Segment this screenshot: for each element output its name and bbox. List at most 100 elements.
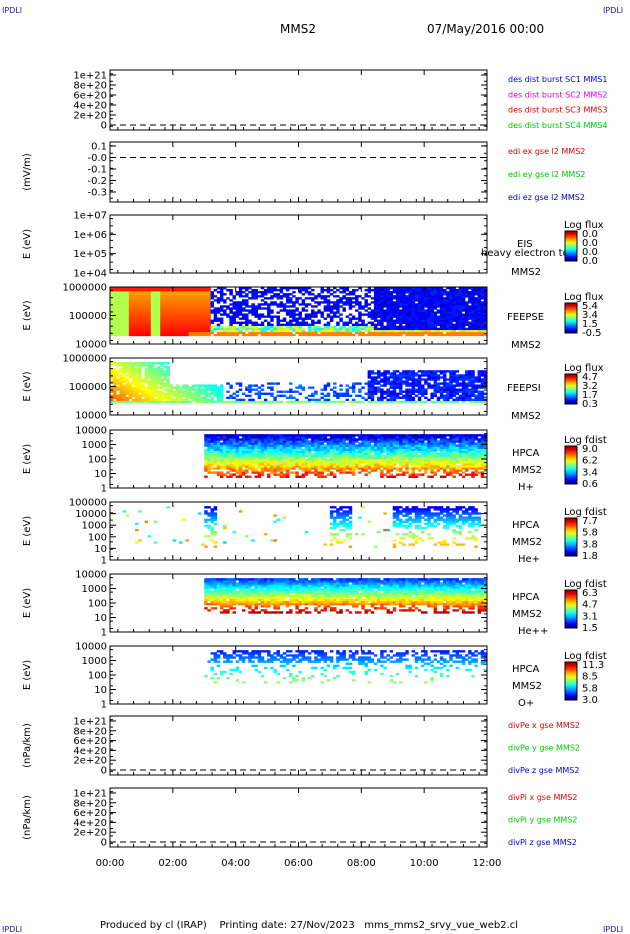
- spectrogram-cell: [471, 378, 475, 381]
- spectrogram-cell: [207, 287, 211, 290]
- spectrogram-cell: [163, 331, 167, 335]
- spectrogram-cell: [122, 400, 127, 404]
- spectrogram-cell: [150, 372, 155, 375]
- spectrogram-cell: [223, 446, 227, 449]
- spectrogram-cell: [213, 299, 218, 302]
- spectrogram-cell: [402, 374, 406, 377]
- spectrogram-cell: [150, 394, 155, 397]
- spectrogram-cell: [461, 380, 466, 383]
- spectrogram-cell: [380, 396, 384, 400]
- spectrogram-cell: [245, 325, 249, 329]
- spectrogram-cell: [399, 372, 403, 375]
- spectrogram-cell: [185, 321, 189, 324]
- spectrogram-cell: [358, 325, 362, 329]
- spectrogram-cell: [449, 311, 453, 314]
- spectrogram-cell: [417, 291, 422, 294]
- spectrogram-cell: [232, 319, 236, 322]
- spectrogram-cell: [185, 311, 189, 314]
- spectrogram-cell: [414, 463, 419, 466]
- spectrogram-cell: [179, 287, 183, 290]
- spectrogram-cell: [113, 333, 117, 337]
- spectrogram-cell: [267, 442, 271, 445]
- spectrogram-cell: [169, 390, 174, 393]
- spectrogram-cell: [474, 291, 478, 294]
- spectrogram-cell: [194, 317, 199, 320]
- spectrogram-cell: [421, 321, 425, 324]
- spectrogram-cell: [238, 321, 243, 324]
- spectrogram-cell: [465, 398, 469, 402]
- spectrogram-cell: [307, 448, 312, 452]
- spectrogram-cell: [411, 378, 416, 381]
- spectrogram-cell: [386, 325, 390, 329]
- spectrogram-cell: [270, 440, 274, 443]
- spectrogram-cell: [402, 448, 406, 452]
- spectrogram-cell: [113, 388, 117, 391]
- spectrogram-cell: [163, 366, 167, 369]
- spectrogram-cell: [455, 392, 460, 395]
- spectrogram-cell: [389, 442, 394, 445]
- spectrogram-cell: [232, 467, 236, 470]
- spectrogram-cell: [411, 382, 416, 385]
- spectrogram-cell: [163, 291, 167, 294]
- spectrogram-cell: [480, 327, 485, 331]
- spectrogram-cell: [411, 319, 416, 322]
- spectrogram-cell: [414, 388, 419, 391]
- spectrogram-cell: [452, 386, 456, 389]
- spectrogram-cell: [380, 303, 384, 306]
- spectrogram-cell: [348, 303, 353, 306]
- spectrogram-cell: [131, 398, 136, 402]
- spectrogram-cell: [386, 471, 390, 474]
- spectrogram-cell: [232, 454, 236, 458]
- spectrogram-cell: [377, 307, 381, 310]
- spectrogram-cell: [439, 396, 444, 400]
- spectrogram-cell: [446, 325, 450, 329]
- spectrogram-cell: [449, 289, 453, 292]
- spectrogram-cell: [141, 289, 145, 292]
- spectrogram-cell: [333, 452, 337, 456]
- spectrogram-cell: [471, 307, 475, 310]
- spectrogram-cell: [348, 434, 353, 437]
- spectrogram-cell: [125, 305, 130, 308]
- spectrogram-cell: [125, 400, 130, 404]
- spectrogram-cell: [386, 301, 390, 304]
- spectrogram-cell: [210, 452, 214, 456]
- spectrogram-cell: [370, 398, 375, 402]
- spectrogram-cell: [113, 293, 117, 296]
- spectrogram-cell: [216, 438, 221, 441]
- spectrogram-cell: [125, 364, 130, 367]
- spectrogram-cell: [405, 374, 409, 377]
- spectrogram-cell: [122, 311, 127, 314]
- spectrogram-cell: [320, 291, 324, 294]
- spectrogram-cell: [157, 380, 161, 383]
- spectrogram-cell: [116, 313, 120, 316]
- spectrogram-cell: [348, 438, 353, 441]
- spectrogram-cell: [160, 325, 164, 329]
- spectrogram-cell: [179, 305, 183, 308]
- spectrogram-cell: [172, 400, 177, 404]
- spectrogram-cell: [301, 386, 306, 389]
- spectrogram-cell: [304, 321, 309, 324]
- spectrogram-cell: [461, 325, 466, 329]
- spectrogram-cell: [263, 436, 268, 439]
- spectrogram-cell: [116, 297, 120, 300]
- spectrogram-cell: [185, 303, 189, 306]
- spectrogram-cell: [254, 323, 258, 326]
- spectrogram-cell: [320, 329, 324, 333]
- spectrogram-cell: [298, 434, 302, 437]
- spectrogram-cell: [260, 303, 265, 306]
- spectrogram-cell: [191, 293, 196, 296]
- spectrogram-cell: [307, 315, 312, 318]
- spectrogram-cell: [389, 467, 394, 470]
- spectrogram-cell: [443, 400, 447, 404]
- spectrogram-cell: [348, 463, 353, 466]
- spectrogram-cell: [232, 465, 236, 468]
- spectrogram-cell: [160, 400, 164, 404]
- spectrogram-cell: [150, 400, 155, 404]
- spectrogram-cell: [361, 465, 365, 468]
- spectrogram-cell: [411, 331, 416, 335]
- spectrogram-cell: [194, 301, 199, 304]
- spectrogram-cell: [436, 297, 441, 300]
- spectrogram-cell: [131, 392, 136, 395]
- spectrogram-cell: [270, 436, 274, 439]
